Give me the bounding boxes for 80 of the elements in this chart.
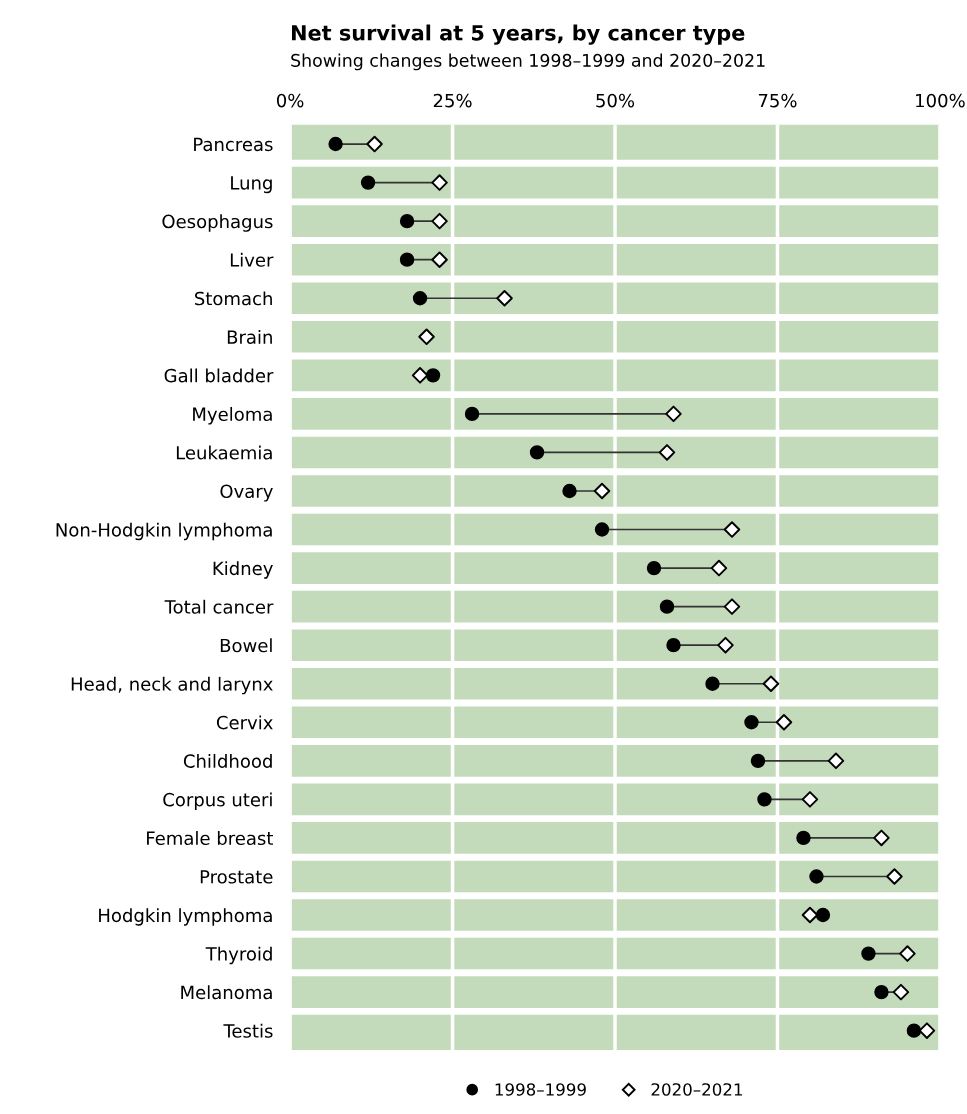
- y-tick-label: Leukaemia: [176, 445, 272, 460]
- y-tick-label: Prostate: [200, 870, 273, 884]
- point: [328, 136, 343, 152]
- y-tick-label: Cervix: [216, 715, 273, 730]
- point: [418, 328, 435, 346]
- point: [744, 715, 759, 730]
- point: [710, 559, 728, 577]
- point: [464, 406, 480, 422]
- y-tick-label: Melanoma: [181, 985, 272, 1000]
- y-tick-label: Brain: [227, 329, 272, 344]
- point: [360, 175, 376, 190]
- point: [665, 405, 682, 423]
- point: [666, 638, 681, 653]
- point: [809, 869, 824, 884]
- point: [366, 135, 383, 153]
- y-tick-label: Corpus uteri: [163, 792, 272, 810]
- point: [717, 636, 734, 654]
- y-tick-label: Head, neck and larynx: [71, 676, 273, 695]
- y-tick-label: Female breast: [147, 831, 273, 846]
- point: [431, 251, 448, 268]
- y-tick-label: Childhood: [183, 753, 272, 768]
- y-tick-label: Thyroid: [205, 946, 272, 965]
- chart-subtitle: Showing changes between 1998–1999 and 2020–2021: [291, 53, 765, 71]
- y-tick-label: Lung: [231, 176, 272, 194]
- point: [757, 792, 772, 807]
- point: [723, 521, 741, 538]
- point: [827, 752, 845, 770]
- x-tick-label: 0%: [276, 93, 304, 108]
- y-tick-label: Non-Hodgkin lymphoma: [56, 522, 272, 541]
- y-tick-label: Stomach: [195, 291, 272, 306]
- point: [750, 753, 766, 769]
- point: [892, 983, 910, 1001]
- point: [873, 829, 890, 847]
- y-tick-label: Hodgkin lymphoma: [99, 908, 272, 926]
- point: [723, 598, 741, 615]
- point: [801, 791, 819, 808]
- point: [411, 367, 429, 384]
- y-tick-label: Total cancer: [164, 599, 274, 614]
- point: [431, 212, 448, 230]
- point: [861, 946, 876, 961]
- y-tick-label: Liver: [230, 252, 274, 267]
- legend-label: 2020–2021: [651, 1083, 742, 1096]
- y-tick-label: Gall bladder: [164, 368, 274, 383]
- y-tick-label: Myeloma: [193, 407, 272, 425]
- point: [659, 599, 675, 614]
- point: [431, 174, 448, 191]
- point: [412, 291, 428, 306]
- point: [918, 1022, 936, 1039]
- point: [899, 945, 916, 962]
- point: [705, 676, 720, 691]
- point: [646, 560, 662, 576]
- point: [594, 522, 610, 537]
- point: [496, 289, 513, 307]
- x-tick-label: 75%: [758, 93, 797, 108]
- point: [874, 984, 889, 1000]
- y-tick-label: Testis: [223, 1023, 273, 1038]
- point: [762, 675, 780, 692]
- point: [796, 830, 811, 846]
- point: [886, 868, 903, 885]
- x-tick-label: 25%: [433, 93, 472, 108]
- point: [399, 252, 415, 267]
- point: [529, 445, 545, 460]
- y-tick-label: Bowel: [220, 638, 272, 653]
- point: [815, 907, 831, 923]
- point: [399, 213, 415, 229]
- point: [425, 368, 441, 383]
- point: [658, 444, 676, 461]
- chart-title: Net survival at 5 years, by cancer type: [292, 24, 745, 45]
- point: [775, 714, 793, 731]
- y-tick-label: Pancreas: [194, 137, 273, 152]
- y-tick-label: Oesophagus: [162, 214, 273, 232]
- y-tick-label: Ovary: [220, 484, 273, 502]
- x-tick-label: 50%: [596, 93, 635, 108]
- x-tick-label: 100%: [916, 93, 965, 108]
- legend-label: 1998–1999: [495, 1083, 586, 1096]
- point: [593, 482, 611, 500]
- y-tick-label: Kidney: [213, 561, 273, 579]
- point: [562, 483, 577, 499]
- point: [906, 1023, 922, 1038]
- point: [801, 906, 819, 924]
